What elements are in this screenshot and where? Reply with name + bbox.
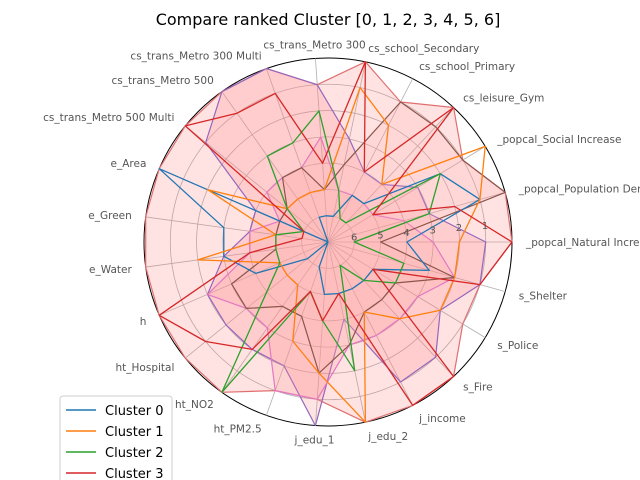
axis-label: ht_Hospital [116,362,175,374]
axis-label: _popcal_Social Increase [496,134,621,146]
rank-tick-label: 4 [403,228,409,239]
series-line [158,168,481,296]
axis-label: e_Green [88,210,132,222]
axis-label: cs_trans_Metro 300 Multi [130,50,261,62]
axis-label: e_Area [111,158,147,170]
grid-spoke [159,241,329,316]
series-line [221,110,441,393]
series-line [197,86,486,423]
rank-tick-label: 2 [456,223,462,234]
grid-spoke [185,241,329,359]
grid-spoke [315,58,329,243]
grid-spoke [145,241,329,268]
rank-tick-label: 6 [351,233,357,244]
chart-title: Compare ranked Cluster [0, 1, 2, 3, 4, 5… [156,10,501,29]
legend-entry: Cluster 0 [105,404,164,419]
grid-spoke [145,216,329,243]
legend-entry: Cluster 2 [105,446,164,461]
grid-spoke [327,241,486,338]
axis-labels: _popcal_Natural Increase _popcal_Populati… [43,40,640,447]
axis-label: j_edu_2 [367,431,408,443]
axis-label: cs_school_Primary [419,61,515,73]
axis-label: e_Water [89,264,132,276]
shaded-area [205,67,487,427]
shaded-areas [145,61,513,427]
legend-entry: Cluster 1 [105,425,164,440]
axis-label: cs_trans_Metro 300 [263,40,365,52]
legend-box [59,395,173,480]
axis-label: cs_leisure_Gym [463,92,544,104]
grid-spoke [327,241,366,423]
axis-label: h [140,316,147,328]
grid-spoke [266,68,329,243]
grid-spoke [221,241,329,393]
legend: Cluster 0 Cluster 1 Cluster 2 Cluster 3 [59,395,173,480]
grid-spoke [185,125,329,243]
axis-label: ht_PM2.5 [214,424,262,436]
axis-label: _popcal_Population Density [518,184,640,196]
axis-label: s_Fire [463,382,492,394]
legend-entry: Cluster 3 [105,467,164,480]
axis-label: cs_school_Secondary [368,43,479,55]
series-line [158,61,513,407]
rank-tick-label: 5 [377,230,383,241]
grid-spoke [327,78,414,243]
axis-label: j_income [418,413,466,425]
grid-spoke [327,241,414,406]
grid-spoke [266,241,329,416]
axis-label: s_Shelter [519,290,568,302]
grid-spoke [327,241,454,377]
grid-spoke [221,91,329,243]
grid-spoke [327,191,506,243]
rank-tick-label: 3 [430,226,436,237]
axis-label: ht_NO2 [175,399,214,411]
rank-tick-label: 1 [482,221,488,232]
axis-label: cs_trans_Metro 500 Multi [43,112,174,124]
axis-label: j_edu_1 [294,435,335,447]
grid-spoke [327,107,454,243]
axis-label: s_Police [497,340,538,352]
grid-spoke [315,241,329,426]
rank-ticks: 1 2 3 4 5 6 [351,221,488,244]
axis-label: cs_trans_Metro 500 [112,75,214,87]
grid-spoke [327,146,486,243]
radar-grid [143,57,513,427]
series-lines [158,61,513,423]
axis-label: _popcal_Natural Increase [525,237,640,249]
